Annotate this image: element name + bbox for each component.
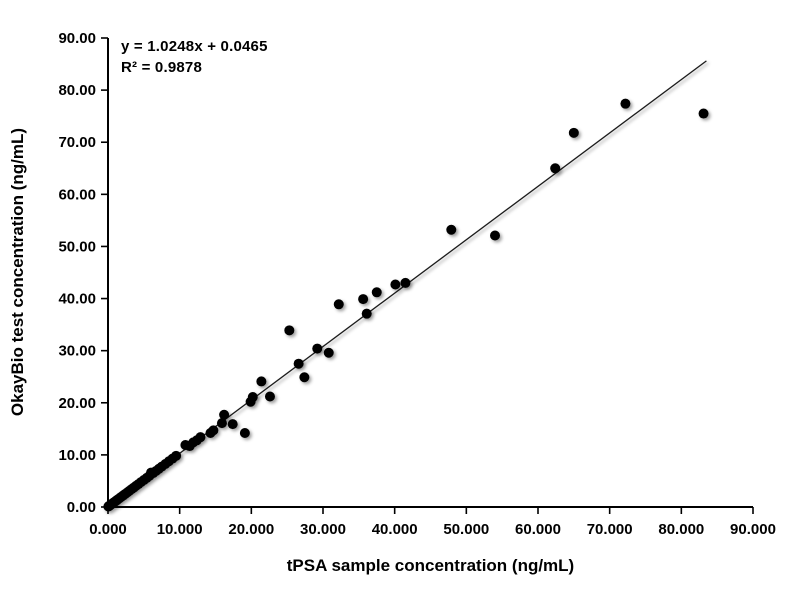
- trendline-equation-text: y = 1.0248x + 0.0465: [121, 38, 268, 55]
- r-squared-text: R² = 0.9878: [121, 59, 203, 76]
- data-point: [247, 392, 258, 403]
- data-point: [219, 409, 230, 420]
- x-tick-label: 20.000: [228, 521, 274, 538]
- data-point: [446, 224, 457, 235]
- scatter-points: [103, 98, 709, 512]
- y-tick-label: 30.00: [58, 343, 96, 360]
- data-point: [239, 428, 250, 439]
- y-axis-ticks: 0.00 10.00 20.00 30.00 40.00 50.00 60.00 70.00 8…: [58, 30, 108, 516]
- data-point: [284, 325, 295, 336]
- x-tick-label: 0.000: [89, 521, 127, 538]
- data-point: [400, 277, 411, 288]
- x-tick-label: 60.000: [515, 521, 561, 538]
- y-axis-title-wrap: OkayBio test concentration (ng/mL): [0, 0, 36, 545]
- data-point: [216, 418, 227, 429]
- y-tick-label: 10.00: [58, 447, 96, 464]
- x-tick-label: 90.000: [730, 521, 776, 538]
- data-point: [550, 163, 561, 174]
- y-tick-label: 80.00: [58, 82, 96, 99]
- y-tick-label: 20.00: [58, 395, 96, 412]
- data-point: [698, 108, 709, 119]
- trendline-annotation: y = 1.0248x + 0.0465 R² = 0.9878: [121, 36, 268, 78]
- data-point: [312, 343, 323, 354]
- x-tick-label: 40.000: [372, 521, 418, 538]
- y-tick-label: 90.00: [58, 30, 96, 47]
- data-point: [490, 230, 500, 241]
- data-point: [620, 98, 631, 109]
- y-tick-label: 60.00: [58, 186, 96, 203]
- y-axis-title: OkayBio test concentration (ng/mL): [8, 128, 27, 417]
- data-point: [361, 308, 372, 319]
- y-tick-label: 70.00: [58, 134, 96, 151]
- data-point: [299, 372, 310, 383]
- x-axis-ticks: 0.000 10.000 20.000 30.000 40.000 50.000 60.00…: [89, 507, 776, 538]
- data-point: [264, 391, 275, 402]
- data-point: [195, 432, 206, 443]
- x-tick-label: 70.000: [587, 521, 633, 538]
- x-tick-label: 30.000: [300, 521, 346, 538]
- data-point: [568, 127, 579, 138]
- y-tick-label: 0.00: [67, 499, 96, 516]
- data-point: [333, 299, 344, 310]
- x-tick-label: 80.000: [658, 521, 704, 538]
- data-point: [371, 287, 382, 298]
- data-point: [208, 425, 219, 436]
- x-tick-label: 50.000: [443, 521, 489, 538]
- data-point: [171, 450, 182, 461]
- data-point: [358, 294, 369, 305]
- y-tick-label: 40.00: [58, 291, 96, 308]
- data-point: [256, 376, 267, 387]
- data-point: [227, 419, 238, 430]
- y-tick-label: 50.00: [58, 238, 96, 255]
- x-tick-label: 10.000: [157, 521, 203, 538]
- data-point: [390, 279, 401, 290]
- data-point: [293, 358, 304, 369]
- x-axis-title: tPSA sample concentration (ng/mL): [286, 556, 575, 575]
- data-point: [323, 347, 334, 358]
